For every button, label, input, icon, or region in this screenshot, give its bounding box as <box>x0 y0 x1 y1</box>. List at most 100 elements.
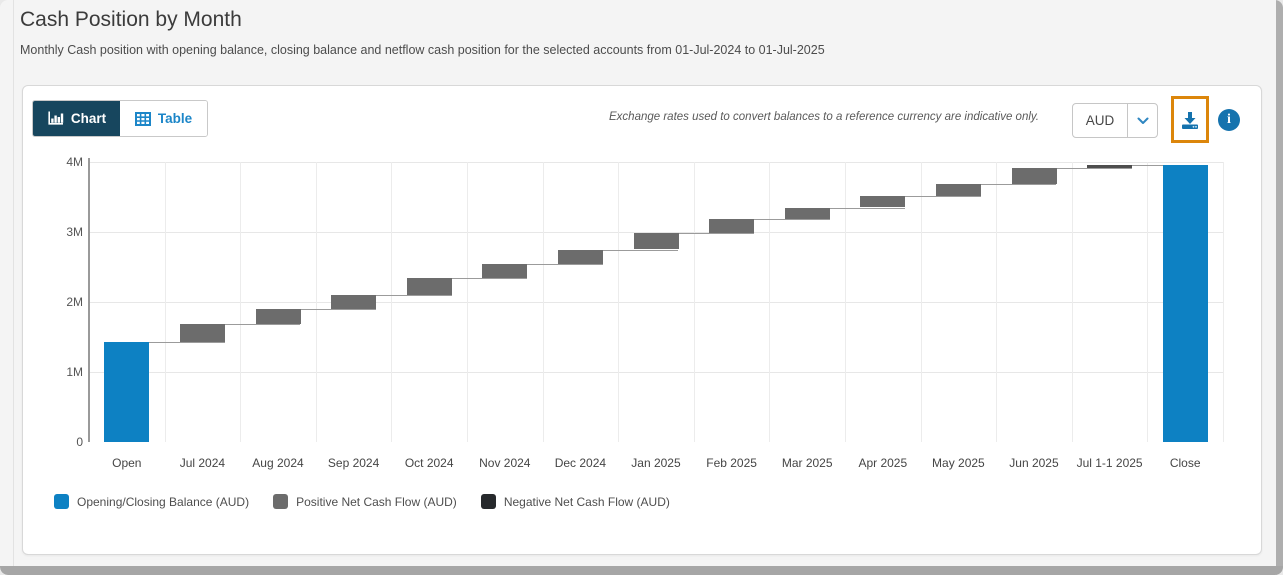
waterfall-connector <box>224 323 301 325</box>
gridline-horizontal <box>89 302 1223 303</box>
window-right-edge <box>1276 0 1283 575</box>
legend-item-positive[interactable]: Positive Net Cash Flow (AUD) <box>273 494 457 509</box>
waterfall-bar-jul-1-1-2025[interactable] <box>1087 164 1133 168</box>
waterfall-connector <box>376 295 452 296</box>
gridline-vertical <box>542 162 544 442</box>
currency-select[interactable]: AUD <box>1072 103 1158 138</box>
gridline-vertical <box>769 162 771 442</box>
y-axis-line <box>88 158 90 442</box>
y-axis-label: 0 <box>76 435 83 449</box>
gridline-vertical <box>996 162 998 442</box>
waterfall-connector <box>1056 167 1133 169</box>
waterfall-connector <box>980 184 1057 186</box>
x-axis-label: Nov 2024 <box>479 456 531 470</box>
waterfall-connector <box>754 219 830 221</box>
waterfall-bar-mar-2025[interactable] <box>784 207 830 220</box>
y-axis-label: 1M <box>66 365 83 379</box>
gridline-vertical <box>240 162 242 442</box>
legend-swatch-negative <box>480 494 496 509</box>
gridline-vertical <box>920 162 922 442</box>
waterfall-chart: 0 1M 2M 3M 4M Open Jul 2024 Aug 2024 Sep 2024 Oct… <box>23 86 1263 556</box>
waterfall-bar-aug-2024[interactable] <box>255 309 301 324</box>
gridline-horizontal <box>89 162 1223 163</box>
gridline-vertical <box>315 162 317 442</box>
x-axis-label: Oct 2024 <box>404 456 454 470</box>
x-axis-label: Apr 2025 <box>858 456 908 470</box>
gridline-vertical <box>1071 162 1073 442</box>
waterfall-bar-sep-2024[interactable] <box>331 295 377 309</box>
gridline-horizontal <box>89 372 1223 373</box>
waterfall-bar-feb-2025[interactable] <box>709 219 755 234</box>
legend-item-negative[interactable]: Negative Net Cash Flow (AUD) <box>480 494 670 509</box>
currency-value: AUD <box>1073 104 1128 137</box>
legend-label: Positive Net Cash Flow (AUD) <box>296 494 457 509</box>
tab-chart[interactable]: Chart <box>33 101 120 136</box>
waterfall-connector <box>602 249 679 251</box>
page-subtitle: Monthly Cash position with opening balan… <box>20 43 825 57</box>
gridline-vertical <box>1147 162 1149 442</box>
waterfall-bar-jun-2025[interactable] <box>1011 167 1057 185</box>
x-axis-label: Aug 2024 <box>252 456 304 470</box>
y-axis-label: 2M <box>66 295 83 309</box>
x-axis-label: Feb 2025 <box>706 456 757 470</box>
x-axis-label: Jan 2025 <box>631 456 681 470</box>
chart-card: Chart Table Exchange rates used to conve… <box>22 85 1262 555</box>
gridline-vertical <box>164 162 166 442</box>
legend-swatch-positive <box>273 494 289 509</box>
x-axis-label: Open <box>112 456 142 470</box>
x-axis-label: Jun 2025 <box>1009 456 1059 470</box>
legend-label: Negative Net Cash Flow (AUD) <box>503 494 670 509</box>
gridline-horizontal <box>89 232 1223 233</box>
chevron-down-icon <box>1128 104 1157 137</box>
view-toggle: Chart Table <box>32 100 208 137</box>
download-button[interactable] <box>1179 110 1201 130</box>
gridline-vertical <box>693 162 695 442</box>
waterfall-bar-open[interactable] <box>104 341 150 442</box>
gridline-vertical <box>391 162 393 442</box>
exchange-rate-note: Exchange rates used to convert balances … <box>609 111 1039 123</box>
waterfall-connector <box>678 233 755 235</box>
waterfall-bar-may-2025[interactable] <box>935 184 981 196</box>
download-highlight-box <box>1171 96 1209 143</box>
tab-table-label: Table <box>157 111 193 126</box>
gridline-vertical <box>467 162 468 442</box>
y-axis-label: 3M <box>66 225 83 239</box>
download-icon <box>1179 110 1201 130</box>
page-title: Cash Position by Month <box>20 8 242 31</box>
waterfall-connector <box>829 207 906 209</box>
x-axis-label: Mar 2025 <box>781 456 833 470</box>
waterfall-connector <box>149 341 225 343</box>
waterfall-connector <box>300 309 377 310</box>
gridline-vertical <box>1223 162 1224 442</box>
waterfall-bar-close[interactable] <box>1162 164 1208 442</box>
bar-chart-icon <box>47 111 64 126</box>
gridline-vertical <box>845 162 846 442</box>
waterfall-connector <box>905 195 981 197</box>
x-axis-label: May 2025 <box>932 456 985 470</box>
legend-swatch-balance <box>54 494 69 509</box>
waterfall-bar-apr-2025[interactable] <box>860 195 906 208</box>
waterfall-bar-jul-2024[interactable] <box>179 323 225 342</box>
x-axis-label: Sep 2024 <box>327 456 380 470</box>
table-icon <box>134 111 151 126</box>
waterfall-bar-jan-2025[interactable] <box>633 233 679 250</box>
window-bottom-edge <box>0 566 1283 575</box>
waterfall-bar-dec-2024[interactable] <box>557 249 603 264</box>
tab-table[interactable]: Table <box>120 101 207 136</box>
chart-legend: Opening/Closing Balance (AUD) Positive N… <box>54 494 670 509</box>
x-axis-label: Close <box>1169 456 1201 470</box>
x-axis-label: Dec 2024 <box>554 456 607 470</box>
waterfall-bar-nov-2024[interactable] <box>482 263 528 278</box>
info-icon[interactable]: i <box>1218 109 1240 131</box>
legend-item-balance[interactable]: Opening/Closing Balance (AUD) <box>54 494 249 509</box>
gridline-vertical <box>618 162 620 442</box>
window-left-edge <box>13 0 14 566</box>
x-axis-label: Jul 2024 <box>179 456 226 470</box>
legend-label: Opening/Closing Balance (AUD) <box>77 494 250 509</box>
waterfall-bar-oct-2024[interactable] <box>406 277 452 295</box>
x-axis-label: Jul 1-1 2025 <box>1076 456 1143 470</box>
waterfall-connector <box>527 263 603 265</box>
waterfall-connector <box>451 277 528 279</box>
y-axis-label: 4M <box>66 155 83 169</box>
